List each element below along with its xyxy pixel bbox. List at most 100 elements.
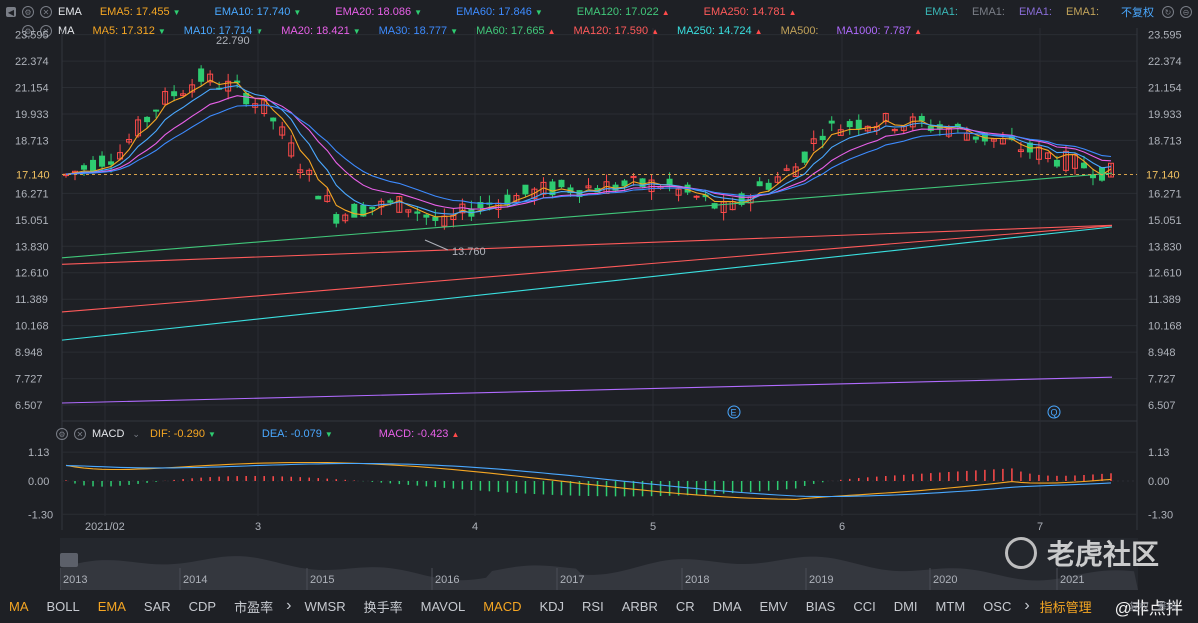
chevron-right-icon[interactable]: › bbox=[286, 597, 292, 614]
indicator-tab-cci[interactable]: CCI bbox=[853, 598, 876, 614]
candle-body bbox=[891, 128, 898, 132]
settings-gear-icon[interactable]: ⚙ bbox=[56, 428, 68, 440]
navigator-year-label: 2013 bbox=[63, 574, 87, 586]
candle-body bbox=[1053, 159, 1060, 167]
indicator-tab-ema[interactable]: EMA bbox=[97, 598, 126, 614]
macd-legend-row: ⚙ ✕ MACD ⌄ DIF: -0.290 ▼ DEA: -0.079 ▼ MACD:… bbox=[0, 424, 1198, 444]
candle-body bbox=[1080, 162, 1087, 169]
event-marker-label: Q bbox=[1051, 408, 1058, 418]
low-annotation-pointer bbox=[424, 239, 449, 251]
price-axis-label-right: 10.168 bbox=[1148, 321, 1182, 333]
candle-body bbox=[153, 109, 160, 112]
indicator-tab-ma[interactable]: MA bbox=[9, 598, 29, 614]
indicator-tab-sar[interactable]: SAR bbox=[143, 598, 171, 614]
watermark-text: 老虎社区 bbox=[1047, 539, 1160, 570]
candle-body bbox=[1062, 150, 1069, 171]
navigator-year-label: 2019 bbox=[809, 574, 833, 586]
navigator-handle[interactable] bbox=[60, 553, 78, 567]
ma1000-line bbox=[61, 376, 1113, 404]
candle-body bbox=[639, 178, 646, 188]
candle-body bbox=[801, 151, 808, 163]
indicator-tab-mtm[interactable]: MTM bbox=[935, 598, 966, 614]
candle-body bbox=[774, 176, 781, 183]
ema-value-3: EMA60: 17.846 ▼ bbox=[456, 6, 543, 18]
current-price-left: 17.140 bbox=[16, 170, 50, 182]
ma-value-8: MA1000: 7.787 ▲ bbox=[836, 25, 923, 37]
current-price-box-left bbox=[14, 167, 60, 182]
indicator-tab-wmsr[interactable]: WMSR bbox=[304, 598, 346, 614]
indicator-tab-cr[interactable]: CR bbox=[675, 598, 695, 614]
macd-axis-label-left: 1.13 bbox=[28, 447, 49, 459]
settings-gear-icon[interactable]: ⚙ bbox=[22, 6, 34, 18]
macd-axis-label-right: 1.13 bbox=[1148, 447, 1169, 459]
collapse-icon[interactable]: ⊖ bbox=[1180, 6, 1192, 18]
restore-rights-tab[interactable]: 复权 bbox=[1129, 602, 1149, 613]
refresh-icon[interactable]: ↻ bbox=[1162, 6, 1174, 18]
chevron-down-icon[interactable]: ⌄ bbox=[132, 428, 140, 439]
price-axis-label-left: 12.610 bbox=[15, 268, 49, 280]
candle-body bbox=[198, 68, 205, 82]
indicator-tab-mavol[interactable]: MAVOL bbox=[420, 598, 466, 614]
macd-axis-label-right: 0.00 bbox=[1148, 476, 1169, 488]
candle-body bbox=[405, 209, 412, 213]
candle-body bbox=[99, 155, 106, 167]
macd-value-1: DEA: -0.079 ▼ bbox=[261, 428, 333, 440]
close-icon[interactable]: ✕ bbox=[40, 25, 52, 37]
indicator-tab-dmi[interactable]: DMI bbox=[893, 598, 918, 614]
time-axis-label: 3 bbox=[255, 521, 261, 533]
macd-value-0: DIF: -0.290 ▼ bbox=[149, 428, 216, 440]
macd-axis-label-right: -1.30 bbox=[1148, 509, 1173, 521]
candle-body bbox=[990, 138, 997, 142]
navigator-year-label: 2018 bbox=[685, 574, 709, 586]
time-axis-label: 4 bbox=[472, 521, 478, 533]
ma-values: MA5: 17.312 ▼ MA10: 17.714 ▼ MA20: 18.421 ▼ MA… bbox=[93, 25, 941, 37]
current-price-right: 17.140 bbox=[1146, 170, 1180, 182]
indicator-tab-boll[interactable]: BOLL bbox=[46, 598, 80, 614]
down-arrow-icon: ▼ bbox=[352, 27, 361, 36]
down-arrow-icon: ▼ bbox=[534, 8, 543, 17]
down-arrow-icon: ▼ bbox=[157, 27, 166, 36]
price-axis-label-right: 11.389 bbox=[1148, 294, 1181, 306]
range-navigator[interactable]: 2013 2014 2015 2016 2017 2018 2019 2020 2021 bbox=[59, 538, 1138, 590]
candle-body bbox=[144, 116, 151, 123]
indicator-manage-button[interactable]: 指标管理 bbox=[1039, 599, 1092, 615]
chevron-right-icon[interactable]: › bbox=[1024, 597, 1030, 614]
indicator-tab-osc[interactable]: OSC bbox=[983, 598, 1012, 614]
candle-body bbox=[279, 126, 286, 136]
candle-body bbox=[162, 91, 169, 105]
indicator-tab-换手率[interactable]: 换手率 bbox=[363, 599, 403, 615]
candle-body bbox=[522, 184, 529, 195]
candle-body bbox=[846, 121, 853, 128]
up-arrow-icon: ▲ bbox=[914, 27, 923, 36]
indicator-tab-cdp[interactable]: CDP bbox=[188, 598, 217, 614]
indicator-tab-bias[interactable]: BIAS bbox=[805, 598, 836, 614]
candle-body bbox=[783, 168, 790, 171]
close-icon[interactable]: ✕ bbox=[40, 6, 52, 18]
chips-tab[interactable]: 筹码 bbox=[1157, 602, 1177, 613]
indicator-tab-arbr[interactable]: ARBR bbox=[621, 598, 658, 614]
ema-legend-row: ◀ ⚙ ✕ EMA EMA5: 17.455 ▼ EMA10: 17.740 ▼ EMA… bbox=[0, 2, 1198, 22]
candle-body bbox=[189, 84, 196, 93]
indicator-tab-rsi[interactable]: RSI bbox=[582, 598, 604, 614]
ema-extra-values: EMA1: EMA1: EMA1: EMA1: bbox=[925, 6, 1113, 18]
price-axis-label-left: 16.271 bbox=[15, 188, 49, 200]
indicator-tab-kdj[interactable]: KDJ bbox=[539, 598, 565, 614]
restore-rights-button[interactable]: 不复权 bbox=[1121, 7, 1154, 19]
up-arrow-icon: ▲ bbox=[547, 27, 556, 36]
price-axis-label-right: 6.507 bbox=[1148, 400, 1176, 412]
price-axis-label-left: 7.727 bbox=[15, 374, 43, 386]
down-arrow-icon: ▼ bbox=[324, 430, 333, 439]
indicator-tab-macd[interactable]: MACD bbox=[483, 598, 522, 614]
settings-gear-icon[interactable]: ⚙ bbox=[22, 25, 34, 37]
ma-value-0: MA5: 17.312 ▼ bbox=[92, 25, 166, 37]
candle-body bbox=[423, 214, 430, 218]
price-axis-label-left: 11.389 bbox=[15, 294, 48, 306]
indicator-tab-emv[interactable]: EMV bbox=[759, 598, 788, 614]
macd-values: DIF: -0.290 ▼ DEA: -0.079 ▼ MACD: -0.423 ▲ bbox=[150, 428, 505, 440]
down-arrow-icon: ▼ bbox=[255, 27, 264, 36]
indicator-tab-市盈率[interactable]: 市盈率 bbox=[234, 599, 274, 615]
close-icon[interactable]: ✕ bbox=[74, 428, 86, 440]
indicator-tab-dma[interactable]: DMA bbox=[712, 598, 742, 614]
collapse-arrow-icon[interactable]: ◀ bbox=[6, 7, 16, 17]
